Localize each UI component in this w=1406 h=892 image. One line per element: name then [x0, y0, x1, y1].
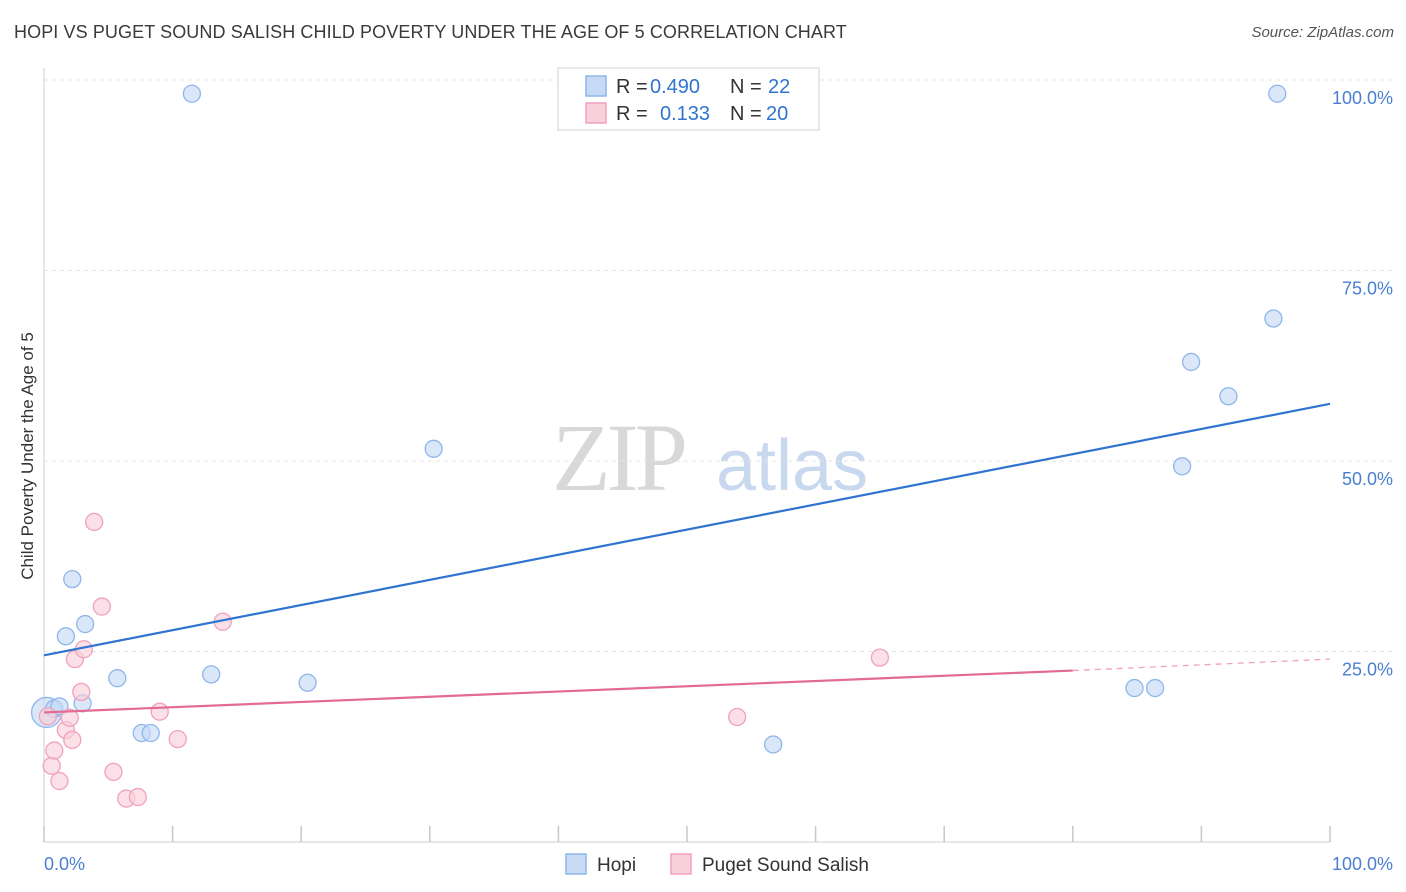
x-tick-label-max: 100.0%	[1332, 854, 1393, 874]
bottom-legend-swatch-hopi	[565, 853, 587, 875]
salish-point-16	[168, 729, 187, 749]
hopi-point-4	[63, 569, 82, 589]
legend-swatch-salish	[585, 102, 607, 124]
gridlines	[44, 79, 1392, 652]
salish-point-10	[85, 512, 104, 532]
hopi-point-9	[141, 723, 160, 743]
bottom-legend-label-salish: Puget Sound Salish	[702, 855, 869, 876]
legend-n-value-hopi: 22	[768, 76, 790, 98]
legend-n-label-salish: N =	[730, 103, 762, 125]
y-tick-label-25: 25.0%	[1342, 660, 1393, 680]
series-salish-points	[38, 512, 890, 808]
hopi-point-16	[1145, 678, 1165, 698]
y-tick-label-50: 50.0%	[1342, 469, 1393, 489]
watermark-zip: ZIP	[552, 404, 685, 511]
y-tick-label-100: 100.0%	[1332, 88, 1393, 108]
salish-point-12	[104, 762, 123, 782]
salish-point-15	[150, 702, 169, 721]
salish-trend-extension	[1072, 658, 1331, 672]
hopi-point-11	[202, 665, 221, 684]
source-label: Source: ZipAtlas.com	[1251, 24, 1394, 41]
stats-legend: R = 0.490 N = 22 R = 0.133 N = 20	[557, 67, 820, 131]
legend-swatch-hopi	[585, 75, 607, 97]
legend-n-label-hopi: N =	[730, 76, 762, 98]
chart-title: HOPI VS PUGET SOUND SALISH CHILD POVERTY…	[14, 22, 847, 42]
hopi-point-7	[108, 669, 127, 688]
hopi-point-19	[1219, 387, 1238, 406]
watermark-atlas: atlas	[716, 426, 868, 506]
hopi-point-18	[1181, 352, 1201, 372]
bottom-legend-label-hopi: Hopi	[597, 855, 636, 876]
salish-point-1	[42, 756, 61, 775]
hopi-point-21	[1268, 84, 1287, 103]
legend-r-value-hopi: 0.490	[650, 76, 700, 98]
y-tick-label-75: 75.0%	[1342, 279, 1393, 299]
y-tick-labels: 25.0% 50.0% 75.0% 100.0%	[1332, 88, 1393, 680]
series-legend: Hopi Puget Sound Salish	[565, 853, 869, 876]
hopi-trend-line	[43, 402, 1331, 657]
hopi-point-14	[764, 735, 783, 754]
legend-r-label-hopi: R =	[616, 76, 648, 98]
salish-point-5	[60, 708, 79, 727]
salish-trend-line	[43, 669, 1073, 714]
legend-r-value-salish: 0.133	[660, 103, 710, 125]
salish-point-2	[45, 741, 64, 760]
hopi-point-15	[1125, 678, 1144, 698]
salish-point-18	[728, 707, 747, 727]
hopi-point-10	[182, 84, 202, 103]
salish-point-14	[128, 787, 148, 807]
salish-point-3	[50, 771, 69, 791]
bottom-legend-swatch-salish	[670, 853, 692, 875]
hopi-point-20	[1264, 309, 1283, 328]
trend-lines	[43, 402, 1331, 714]
x-ticks	[43, 826, 1331, 842]
hopi-point-12	[298, 673, 317, 692]
legend-r-label-salish: R =	[616, 103, 648, 125]
legend-n-value-salish: 20	[766, 103, 788, 125]
x-tick-label-min: 0.0%	[44, 854, 85, 874]
hopi-point-3	[56, 627, 76, 646]
hopi-point-17	[1172, 457, 1192, 476]
salish-point-8	[72, 682, 91, 702]
salish-point-6	[63, 730, 82, 750]
salish-point-19	[870, 648, 890, 667]
axes	[43, 68, 1330, 843]
hopi-point-6	[76, 614, 95, 634]
salish-point-0	[38, 707, 58, 726]
salish-point-11	[92, 597, 112, 616]
hopi-point-13	[424, 439, 443, 458]
